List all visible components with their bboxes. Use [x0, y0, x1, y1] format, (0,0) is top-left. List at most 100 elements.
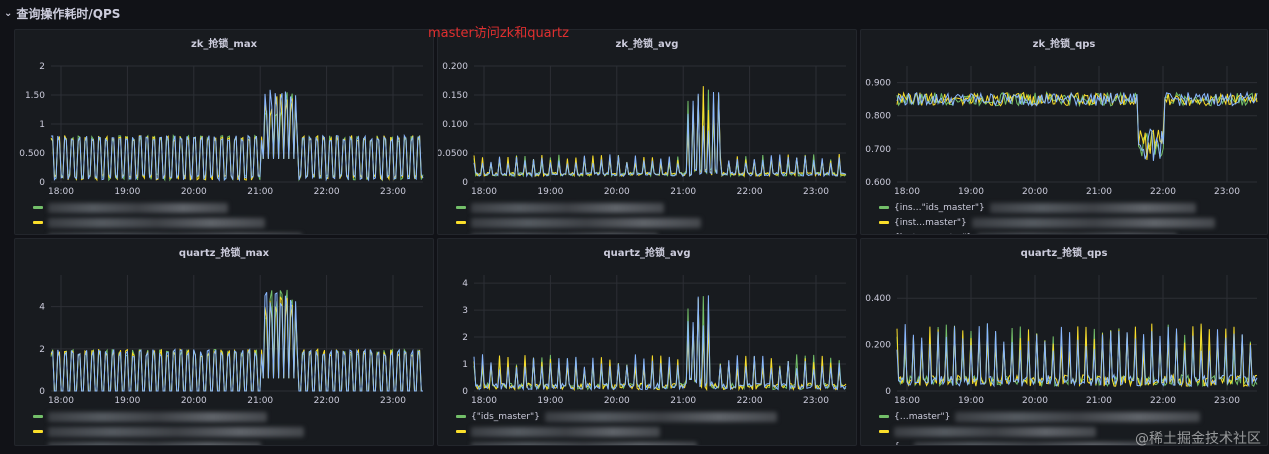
- x-tick-label: 21:00: [247, 396, 273, 406]
- legend-swatch: [456, 221, 466, 224]
- legend-redacted: [471, 217, 701, 228]
- legend-redacted: [955, 411, 1201, 422]
- legend-item[interactable]: [33, 409, 304, 424]
- x-tick-label: 19:00: [958, 187, 984, 197]
- panel-title[interactable]: zk_抢锁_avg: [615, 39, 679, 50]
- chevron-down-icon[interactable]: ⌄: [4, 7, 13, 19]
- x-tick-label: 18:00: [471, 187, 497, 197]
- x-tick-label: 23:00: [803, 396, 829, 406]
- legend-redacted: [977, 232, 1178, 234]
- legend-item[interactable]: [33, 200, 302, 215]
- legend-redacted: [989, 202, 1196, 213]
- legend-swatch: [33, 430, 43, 433]
- legend-redacted: [48, 441, 261, 445]
- legend: {ins…"ids_master"} {inst…master"} {insta…m…: [879, 200, 1215, 234]
- x-tick-label: 20:00: [1022, 187, 1048, 197]
- row-header[interactable]: ⌄ 查询操作耗时/QPS: [4, 2, 120, 24]
- x-tick-label: 20:00: [181, 187, 207, 197]
- legend-redacted: [48, 232, 302, 234]
- y-tick-label: 4: [39, 303, 45, 313]
- x-tick-label: 19:00: [537, 396, 563, 406]
- panel-title[interactable]: quartz_抢锁_max: [178, 248, 270, 259]
- x-tick-label: 18:00: [48, 396, 74, 406]
- legend-swatch: [879, 430, 889, 433]
- y-tick-label: 1: [462, 360, 468, 370]
- legend-item[interactable]: [33, 424, 304, 439]
- legend-swatch: [879, 221, 889, 224]
- y-tick-label: 0.900: [865, 79, 891, 89]
- legend-label: {…master"}: [894, 411, 951, 422]
- legend-swatch: [33, 206, 43, 209]
- x-tick-label: 18:00: [471, 396, 497, 406]
- legend-redacted: [48, 411, 267, 422]
- y-tick-label: 0.200: [865, 341, 891, 351]
- y-tick-label: 0.200: [442, 62, 468, 72]
- legend-item[interactable]: [456, 424, 777, 439]
- y-tick-label: 0: [462, 178, 468, 188]
- legend-item[interactable]: {…: [879, 439, 1200, 445]
- y-tick-label: 0.100: [442, 120, 468, 130]
- legend: {"ids_master"}: [456, 409, 777, 446]
- series-line-2: [896, 323, 1258, 388]
- x-tick-label: 22:00: [1150, 396, 1176, 406]
- panel-3[interactable]: quartz_抢锁_max 0 2 4 18:00 19:00 20:00 21:00 22:0…: [14, 238, 434, 446]
- x-tick-label: 23:00: [803, 187, 829, 197]
- x-tick-label: 21:00: [670, 187, 696, 197]
- x-tick-label: 20:00: [1022, 396, 1048, 406]
- chart-svg[interactable]: 0.600 0.700 0.800 0.900 18:00 19:00 20:00 21:00…: [861, 30, 1267, 198]
- legend-item[interactable]: [456, 200, 701, 215]
- y-tick-label: 0.500: [19, 149, 45, 159]
- x-tick-label: 19:00: [958, 396, 984, 406]
- legend-redacted: [544, 411, 777, 422]
- panel-title[interactable]: quartz_抢锁_qps: [1020, 248, 1108, 259]
- y-tick-label: 0.150: [442, 91, 468, 101]
- panel-5[interactable]: quartz_抢锁_qps 0 0.200 0.400 18:00 19:00 20:00 2…: [860, 238, 1268, 446]
- x-tick-label: 19:00: [114, 396, 140, 406]
- chart-svg[interactable]: 0 0.200 0.400 18:00 19:00 20:00 21:00 22:00 23:0…: [861, 239, 1267, 407]
- legend: [33, 200, 302, 234]
- legend-item[interactable]: {"ids_master"}: [456, 409, 777, 424]
- legend-item[interactable]: [33, 439, 304, 446]
- x-tick-label: 22:00: [314, 187, 340, 197]
- legend-swatch: [33, 445, 43, 446]
- y-tick-label: 2: [39, 345, 45, 355]
- legend-item[interactable]: [456, 230, 701, 234]
- legend-item[interactable]: {insta…master"}: [879, 230, 1215, 234]
- x-tick-label: 20:00: [181, 396, 207, 406]
- legend-item[interactable]: [33, 215, 302, 230]
- legend-item[interactable]: {ins…"ids_master"}: [879, 200, 1215, 215]
- legend-item[interactable]: {…master"}: [879, 409, 1201, 424]
- panel-title[interactable]: quartz_抢锁_avg: [603, 248, 691, 259]
- chart-svg[interactable]: 0 2 4 18:00 19:00 20:00 21:00 22:00 23:00: [15, 239, 433, 407]
- legend-item[interactable]: [456, 215, 701, 230]
- panel-0[interactable]: zk_抢锁_max 0 0.500 1 1.50 2 18:00 19:00 20:00 21:0…: [14, 29, 434, 235]
- y-tick-label: 2: [462, 333, 468, 343]
- chart-svg[interactable]: 0 1 2 3 4 18:00 19:00 20:00 21:00 22:00 23:00: [438, 239, 856, 407]
- x-tick-label: 21:00: [1086, 396, 1112, 406]
- legend-redacted: [48, 426, 304, 437]
- legend-redacted: [471, 232, 658, 234]
- chart-svg[interactable]: 0 0.0500 0.100 0.150 0.200 18:00 19:00 20:00 21:…: [438, 30, 856, 198]
- panel-1[interactable]: zk_抢锁_avg 0 0.0500 0.100 0.150 0.200 18:00 19:0…: [437, 29, 857, 235]
- panel-4[interactable]: quartz_抢锁_avg 0 1 2 3 4 18:00 19:00 20:00 21:00 22…: [437, 238, 857, 446]
- y-tick-label: 4: [462, 279, 468, 289]
- panel-title[interactable]: zk_抢锁_max: [190, 39, 258, 50]
- legend-item[interactable]: [879, 424, 1200, 439]
- series-line-1: [896, 91, 1258, 160]
- panel-title[interactable]: zk_抢锁_qps: [1032, 39, 1096, 50]
- legend-redacted: [971, 217, 1215, 228]
- y-tick-label: 0: [462, 387, 468, 397]
- legend-item[interactable]: {inst…master"}: [879, 215, 1215, 230]
- legend-redacted: [471, 441, 697, 445]
- legend-swatch: [33, 415, 43, 418]
- legend-swatch: [456, 415, 466, 418]
- legend-item[interactable]: [33, 230, 302, 234]
- x-tick-label: 23:00: [380, 396, 406, 406]
- panel-2[interactable]: zk_抢锁_qps 0.600 0.700 0.800 0.900 18:00 19:00 2…: [860, 29, 1268, 235]
- legend-item[interactable]: [456, 439, 777, 446]
- series-line-2: [896, 90, 1258, 161]
- legend-swatch: [456, 445, 466, 446]
- legend-swatch: [879, 206, 889, 209]
- watermark: @稀土掘金技术社区: [1135, 431, 1261, 447]
- chart-svg[interactable]: 0 0.500 1 1.50 2 18:00 19:00 20:00 21:00 22:00 23:…: [15, 30, 433, 198]
